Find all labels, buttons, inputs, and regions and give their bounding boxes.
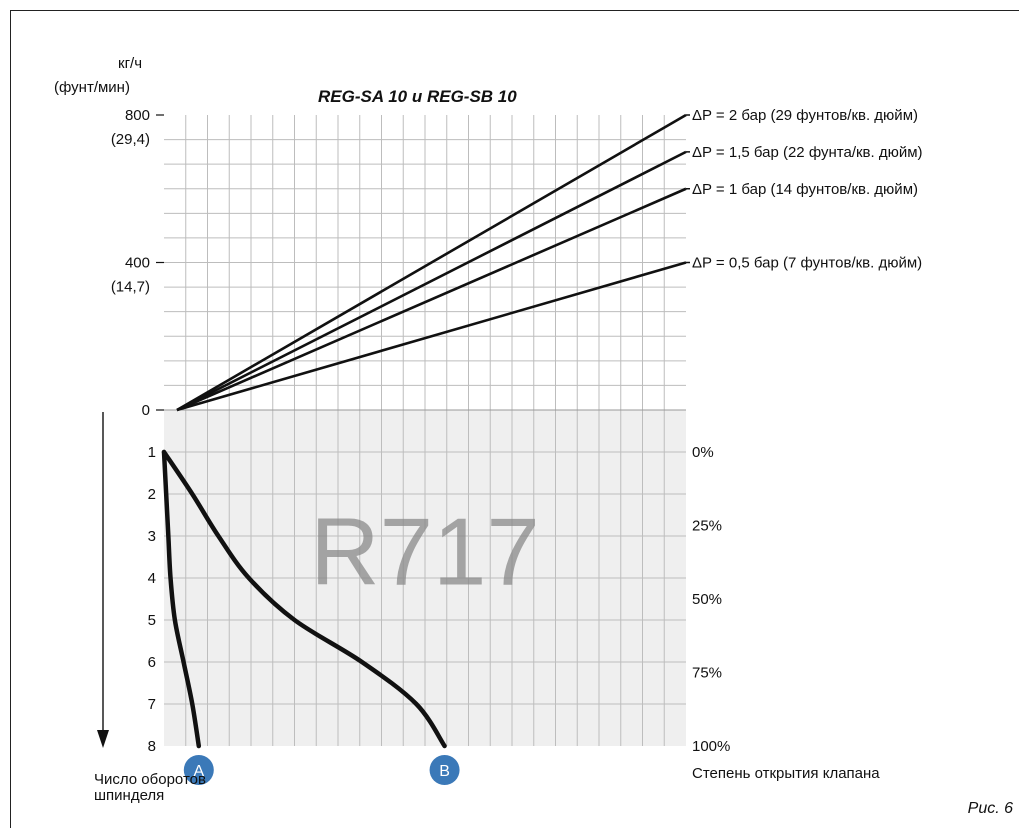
series-line-2	[176, 187, 687, 412]
series-label-1: ΔP = 1,5 бар (22 фунта/кв. дюйм)	[692, 144, 923, 161]
series-line-3	[176, 261, 687, 412]
figure-frame	[10, 10, 1019, 828]
series-label-3: ΔP = 0,5 бар (7 фунтов/кв. дюйм)	[692, 255, 922, 272]
curve-B	[161, 449, 447, 749]
turns-tick-label-1: 1	[148, 444, 156, 461]
y-tick-label-0: 0	[142, 402, 150, 419]
turns-tick-label-4: 4	[148, 570, 156, 587]
turns-tick-label-3: 3	[148, 528, 156, 545]
marker-A	[183, 755, 214, 785]
y-unit-label: кг/ч	[118, 55, 143, 72]
marker-label-B: B	[439, 763, 450, 780]
x-right-label: Степень открытия клапана	[692, 765, 880, 782]
y-tick-alt-1: (14,7)	[111, 279, 150, 296]
series-label-0: ΔP = 2 бар (29 фунтов/кв. дюйм)	[692, 107, 918, 124]
opening-tick-label-2: 50%	[692, 591, 722, 608]
turns-tick-label-6: 6	[148, 654, 156, 671]
opening-tick-label-1: 25%	[692, 518, 722, 535]
turns-tick-label-8: 8	[148, 738, 156, 755]
down-arrow-head	[97, 730, 109, 748]
series-line-1	[176, 150, 687, 412]
opening-tick-label-4: 100%	[692, 738, 730, 755]
y-tick-alt-2: (29,4)	[111, 131, 150, 148]
x-left-label: Число оборотов шпинделя	[94, 771, 206, 804]
turns-tick-label-2: 2	[148, 486, 156, 503]
watermark-text: R717	[310, 498, 540, 605]
y-tick-label-2: 800	[125, 107, 150, 124]
figure-label: Рис. 6	[967, 800, 1013, 817]
marker-label-A: A	[193, 763, 204, 780]
marker-B	[429, 755, 460, 785]
chart-title: REG-SA 10 и REG-SB 10	[318, 87, 517, 106]
turns-tick-label-5: 5	[148, 612, 156, 629]
y-unit-alt-label: (фунт/мин)	[54, 79, 130, 96]
turns-tick-label-7: 7	[148, 696, 156, 713]
series-line-0	[176, 113, 687, 412]
opening-tick-label-0: 0%	[692, 444, 714, 461]
opening-tick-label-3: 75%	[692, 665, 722, 682]
series-label-2: ΔP = 1 бар (14 фунтов/кв. дюйм)	[692, 181, 918, 198]
curve-A	[161, 449, 202, 749]
y-tick-label-1: 400	[125, 255, 150, 272]
